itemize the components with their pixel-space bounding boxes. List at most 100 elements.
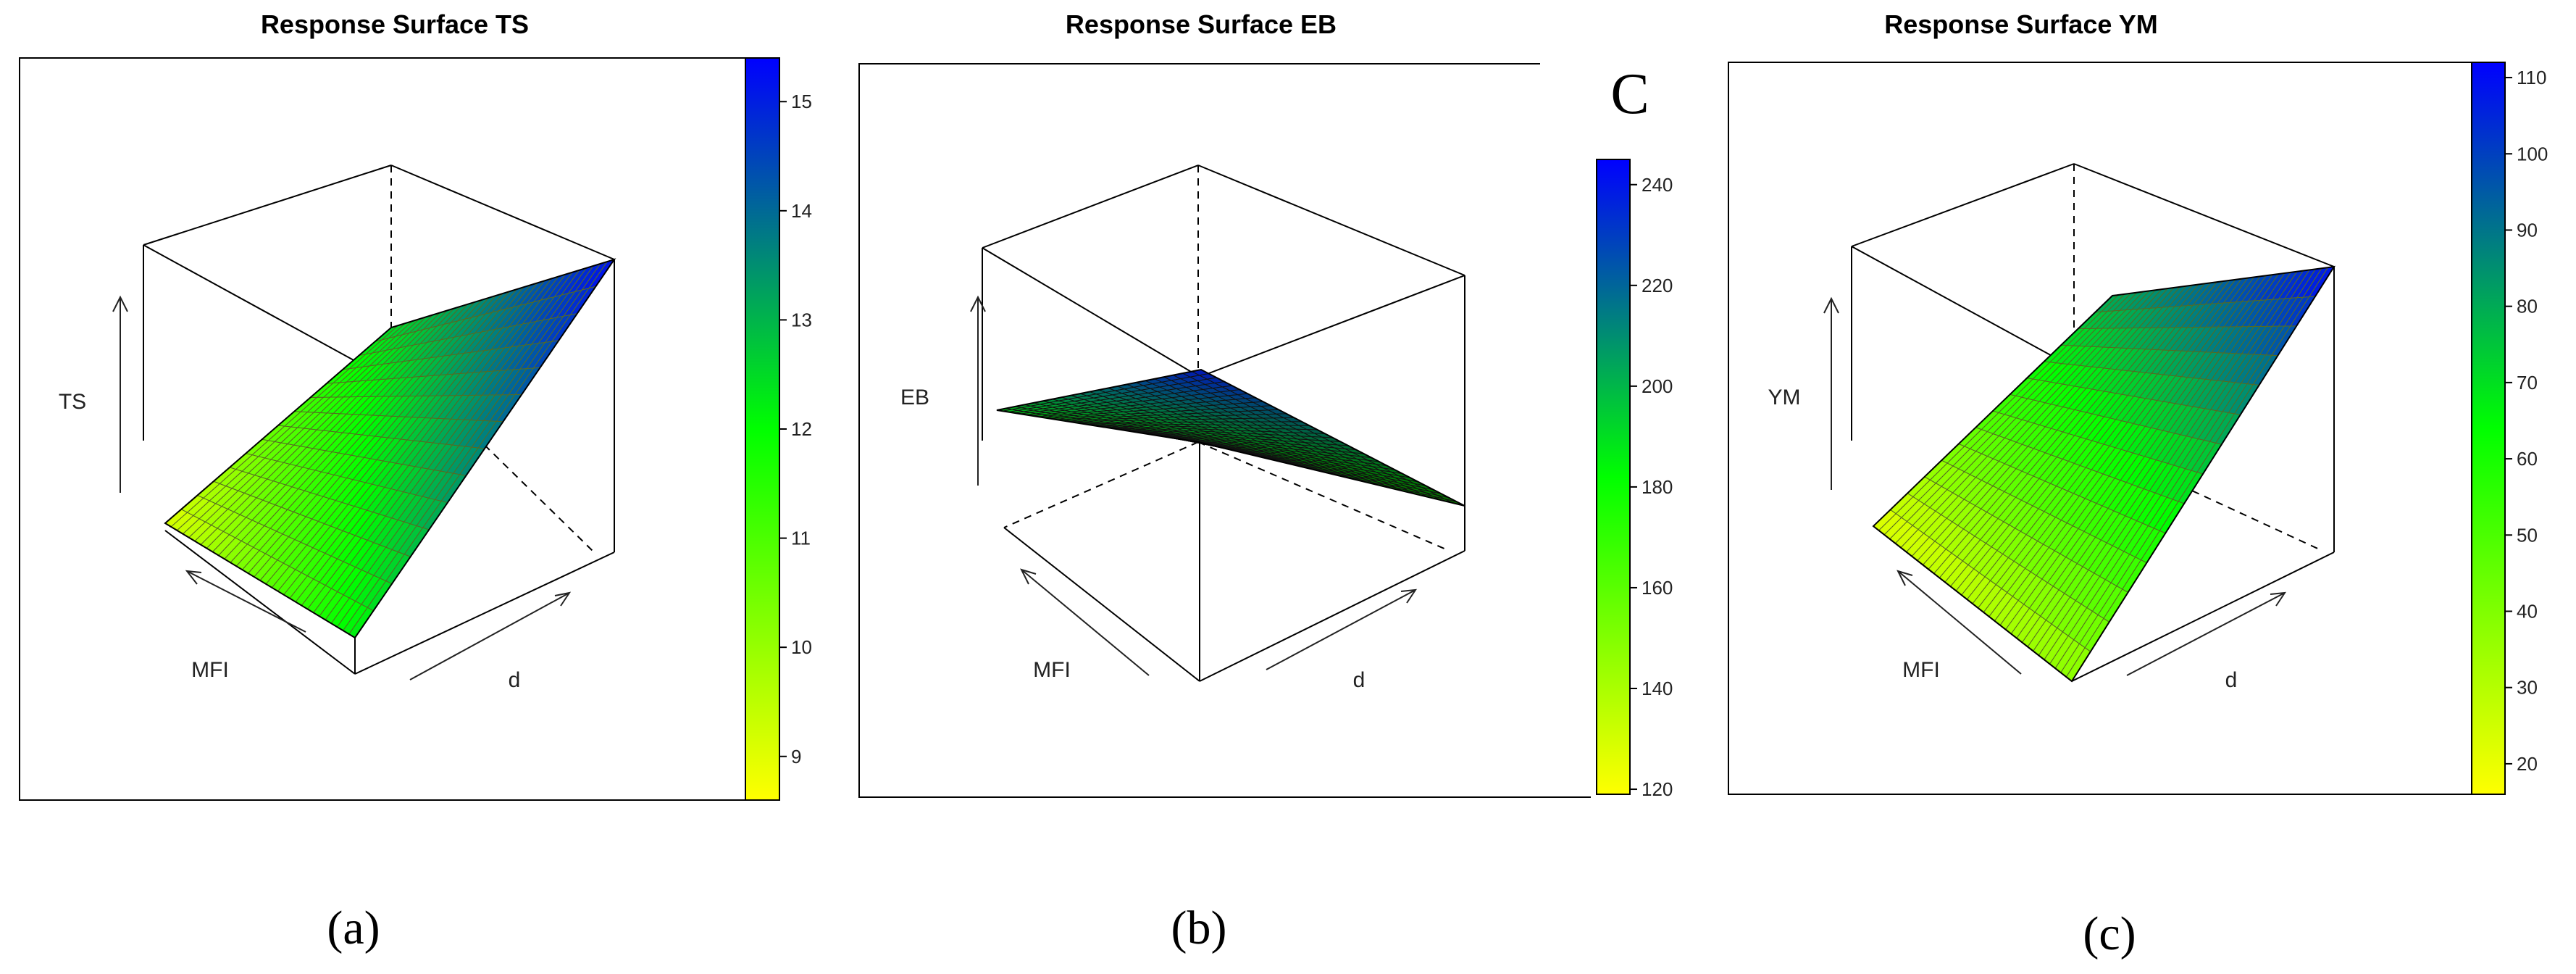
surface-facet [1228, 411, 1246, 415]
surface-facet [1198, 422, 1216, 425]
surface-facet [1260, 405, 1279, 410]
surface-facet [1352, 452, 1372, 458]
surface-facet [1182, 395, 1199, 400]
surface-facet [1224, 438, 1243, 442]
colorbar-tick-label: 11 [791, 528, 811, 549]
surface-facet [1248, 410, 1266, 415]
surface-facet [1281, 421, 1300, 426]
surface-facet [1226, 425, 1244, 428]
surface-facet [1156, 422, 1174, 425]
surface-facet [1297, 454, 1316, 459]
surface-facet [1236, 425, 1255, 428]
surface-facet [1196, 401, 1213, 407]
surface-facet [1289, 436, 1309, 440]
surface-facet [1338, 461, 1358, 467]
colorbar-tick-label: 100 [2517, 143, 2548, 165]
surface-facet [1312, 453, 1331, 459]
surface-facet [1208, 429, 1226, 433]
surface-facet [1278, 425, 1297, 430]
surface-facet [1316, 443, 1334, 448]
surface-facet [1187, 422, 1205, 425]
surface-facet [1203, 388, 1221, 394]
surface-facet [1187, 428, 1205, 432]
surface-facet [1222, 427, 1241, 431]
panel-a-surface [164, 258, 616, 639]
surface-facet [1399, 475, 1418, 482]
surface-facet [1223, 404, 1241, 409]
surface-facet [1213, 404, 1231, 409]
surface-facet [1284, 417, 1302, 422]
surface-facet [1319, 449, 1339, 454]
surface-facet [1268, 425, 1286, 429]
surface-facet [1155, 427, 1173, 430]
surface-facet [1263, 449, 1281, 454]
surface-facet [1345, 457, 1365, 463]
surface-facet [1133, 417, 1150, 420]
surface-facet [1228, 394, 1246, 400]
surface-facet [1197, 379, 1215, 385]
panel-a-title: Response Surface TS [261, 9, 529, 39]
panel-b-overlay-label: C [1610, 62, 1649, 126]
surface-facet [1171, 419, 1188, 423]
surface-facet [1327, 452, 1346, 458]
surface-facet [1146, 422, 1163, 425]
surface-facet [1232, 435, 1251, 439]
surface-facet [1275, 428, 1294, 433]
surface-facet [1220, 391, 1238, 396]
panel-c-colorbar [2471, 62, 2506, 795]
surface-facet [1240, 430, 1258, 434]
surface-outline [164, 258, 616, 639]
surface-facet [1157, 415, 1174, 417]
surface-facet [1318, 440, 1338, 445]
surface-facet [1218, 422, 1237, 425]
surface-facet [1137, 415, 1154, 418]
surface-facet [1297, 438, 1316, 444]
surface-facet [1250, 406, 1269, 411]
surface-facet [1153, 417, 1171, 420]
surface-facet [1153, 424, 1170, 427]
surface-facet [1300, 436, 1319, 441]
surface-facet [1274, 450, 1293, 455]
surface-facet [1349, 463, 1368, 469]
surface-facet [1156, 405, 1174, 409]
surface-facet [1256, 446, 1275, 451]
surface-facet [1372, 466, 1392, 473]
surface-facet [1207, 435, 1225, 438]
surface-facet [1215, 432, 1233, 436]
surface-facet [1307, 429, 1326, 434]
surface-facet [1323, 454, 1342, 460]
panel-b-z-label: EB [900, 386, 929, 409]
surface-facet [1220, 439, 1239, 444]
surface-facet [1279, 443, 1298, 448]
surface-facet [1235, 415, 1253, 419]
surface-facet [1345, 449, 1364, 454]
surface-facet [1357, 459, 1376, 465]
colorbar-tick-label: 14 [791, 200, 812, 222]
surface-facet [1213, 437, 1232, 441]
surface-facet [1271, 421, 1289, 426]
surface-facet [1329, 441, 1349, 446]
surface-facet [1383, 475, 1403, 482]
surface-facet [1218, 395, 1236, 401]
surface-facet [1287, 446, 1305, 451]
surface-facet [1360, 471, 1379, 478]
surface-facet [1167, 414, 1184, 417]
surface-facet [1296, 429, 1315, 433]
surface-facet [1294, 441, 1313, 446]
surface-facet [1318, 462, 1337, 467]
surface-facet [1221, 408, 1239, 412]
surface-facet [1303, 433, 1323, 438]
surface-facet [1265, 437, 1284, 441]
surface-facet [1233, 428, 1251, 431]
surface-facet [1247, 425, 1265, 429]
surface-facet [1329, 464, 1349, 470]
surface-facet [1289, 425, 1308, 430]
panel-a-axis-arrows [112, 295, 572, 680]
colorbar-tick-label: 15 [791, 91, 812, 112]
surface-facet [1213, 386, 1231, 392]
surface-facet [1189, 432, 1208, 436]
surface-facet [1352, 468, 1372, 474]
surface-facet [1391, 472, 1411, 478]
surface-facet [1115, 422, 1132, 424]
surface-facet [1254, 428, 1273, 432]
